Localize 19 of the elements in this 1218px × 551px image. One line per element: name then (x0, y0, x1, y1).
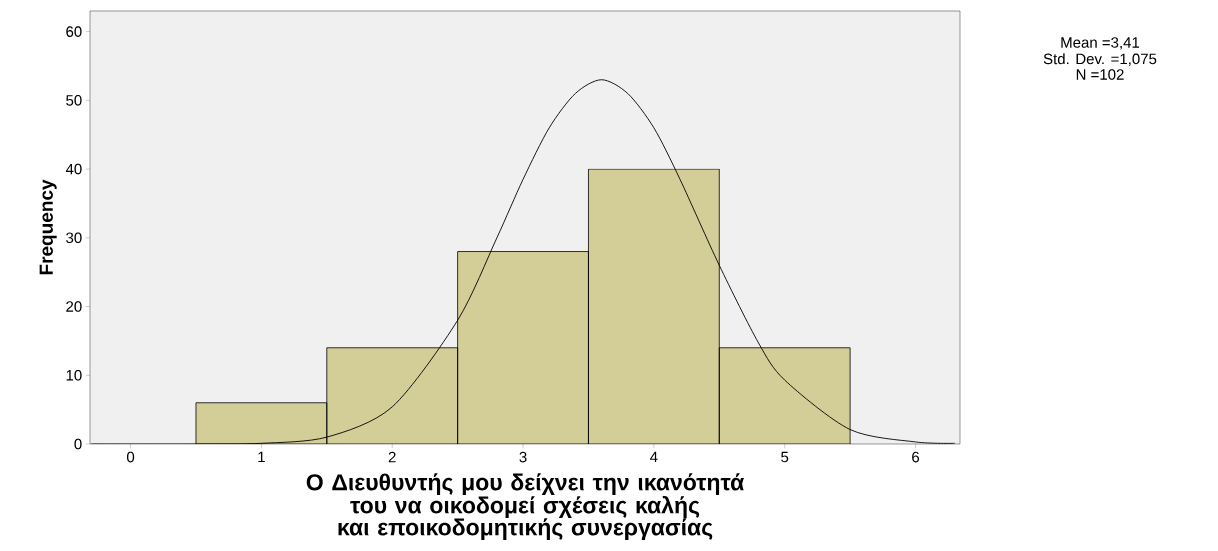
text: Mean =3,41 (1061, 37, 1140, 50)
x-tick-label: 1 (258, 451, 265, 463)
text: Std. Dev. =1,075 (1043, 53, 1157, 66)
x-tick-label: 2 (388, 451, 396, 463)
y-tick-label: 30 (66, 232, 82, 244)
y-tick-label: 50 (66, 95, 82, 106)
y-tick-label: 60 (66, 26, 82, 37)
y-tick-label: 40 (65, 163, 82, 175)
x-tick-label: 3 (519, 451, 527, 463)
y-tick-label: 10 (66, 369, 82, 381)
y-tick-label: 0 (74, 438, 82, 450)
x-tick-label: 4 (650, 451, 658, 463)
text: N =102 (1076, 69, 1124, 80)
x-tick-label: 0 (126, 451, 135, 463)
x-tick-label: 5 (781, 451, 789, 463)
x-tick-label: 6 (912, 451, 920, 463)
y-axis-title: Frequency (39, 179, 57, 275)
x-axis-title: Ο Διευθυντής μου δείχνει την ικανότητά του να οικοδομεί σχέσεις καλής και εποικοδομητικής συνεργασίας (306, 473, 745, 540)
y-tick-label: 20 (66, 301, 82, 312)
